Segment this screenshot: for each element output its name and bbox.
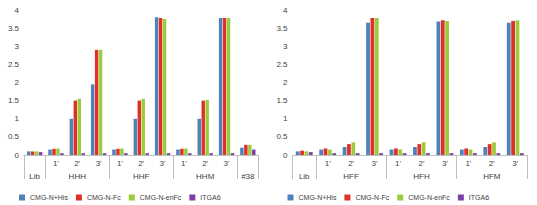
svg-text:3: 3 <box>283 42 288 51</box>
svg-text:0.5: 0.5 <box>276 132 288 141</box>
svg-text:3': 3' <box>372 159 378 168</box>
svg-text:1: 1 <box>15 114 20 123</box>
svg-text:1.5: 1.5 <box>276 96 288 105</box>
svg-text:CMG-N-enFc: CMG-N-enFc <box>408 194 450 201</box>
svg-text:HFF: HFF <box>343 172 359 181</box>
svg-text:1': 1' <box>181 159 187 168</box>
svg-text:2': 2' <box>202 159 208 168</box>
svg-text:2.5: 2.5 <box>8 60 20 69</box>
svg-text:2': 2' <box>489 159 495 168</box>
svg-text:CMG-N-Fc: CMG-N-Fc <box>87 194 121 201</box>
svg-text:2: 2 <box>283 78 288 87</box>
svg-text:HFH: HFH <box>413 172 430 181</box>
svg-text:1': 1' <box>53 159 59 168</box>
svg-text:2.5: 2.5 <box>276 60 288 69</box>
svg-text:HHH: HHH <box>69 172 87 181</box>
svg-text:CMG-N-Fc: CMG-N-Fc <box>355 194 389 201</box>
svg-text:3': 3' <box>512 159 518 168</box>
svg-text:1.5: 1.5 <box>8 96 20 105</box>
svg-text:3': 3' <box>160 159 166 168</box>
svg-text:1': 1' <box>117 159 123 168</box>
svg-text:3': 3' <box>442 159 448 168</box>
svg-text:0.5: 0.5 <box>8 132 20 141</box>
svg-text:1: 1 <box>283 114 288 123</box>
svg-text:2': 2' <box>74 159 80 168</box>
svg-text:4: 4 <box>283 6 288 15</box>
svg-text:CMG-N-enFc: CMG-N-enFc <box>140 194 182 201</box>
svg-text:HHF: HHF <box>133 172 150 181</box>
svg-text:3.5: 3.5 <box>8 24 20 33</box>
svg-text:2: 2 <box>15 78 20 87</box>
svg-text:3': 3' <box>224 159 230 168</box>
svg-text:1': 1' <box>465 159 471 168</box>
svg-text:0: 0 <box>283 151 288 160</box>
svg-text:2': 2' <box>348 159 354 168</box>
svg-text:HHM: HHM <box>196 172 215 181</box>
svg-text:2': 2' <box>138 159 144 168</box>
svg-text:4: 4 <box>15 6 20 15</box>
svg-text:0: 0 <box>15 151 20 160</box>
svg-text:3': 3' <box>96 159 102 168</box>
svg-text:CMG-N+His: CMG-N+His <box>299 194 337 201</box>
svg-text:1': 1' <box>325 159 331 168</box>
svg-text:1': 1' <box>395 159 401 168</box>
svg-text:CMG-N+His: CMG-N+His <box>30 194 68 201</box>
svg-text:3: 3 <box>15 42 20 51</box>
svg-text:HFM: HFM <box>483 172 501 181</box>
svg-text:ITGA6: ITGA6 <box>200 194 220 201</box>
svg-text:#38: #38 <box>241 172 255 181</box>
svg-text:Lib: Lib <box>29 172 40 181</box>
svg-text:3.5: 3.5 <box>276 24 288 33</box>
svg-text:Lib: Lib <box>299 172 310 181</box>
svg-text:ITGA6: ITGA6 <box>469 194 489 201</box>
svg-text:2': 2' <box>418 159 424 168</box>
